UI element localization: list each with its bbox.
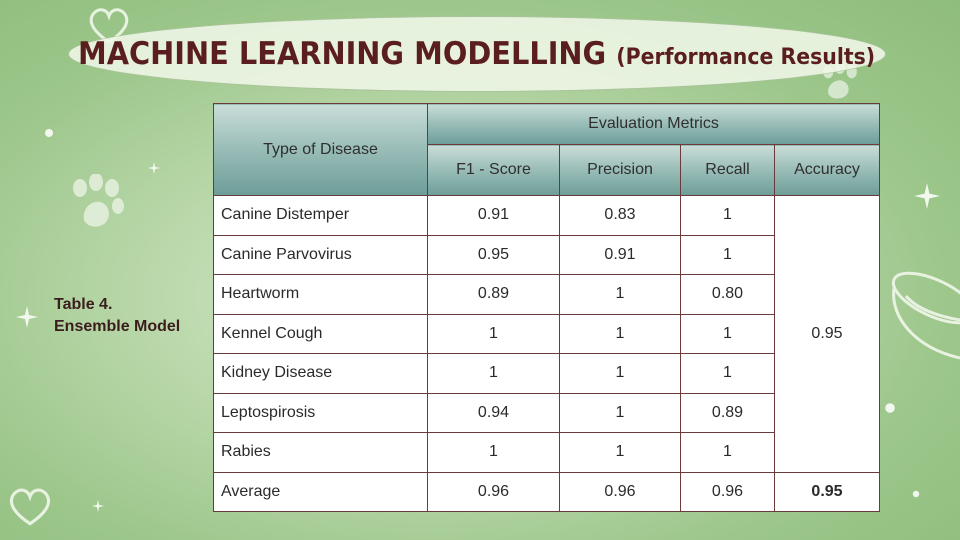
table-caption: Table 4. Ensemble Model [54, 294, 180, 338]
precision-value: 1 [559, 313, 681, 354]
sparkle-icon [92, 500, 104, 512]
heart-icon [9, 488, 51, 526]
table-caption-title: Ensemble Model [54, 318, 181, 335]
sparkle-icon [914, 183, 940, 209]
page-title-sub: (Performance Results) [616, 45, 876, 70]
precision-value: 1 [559, 432, 681, 473]
f1-value: 1 [427, 353, 560, 394]
recall-value: 0.80 [680, 274, 775, 315]
average-label: Average [213, 471, 428, 512]
sparkle-icon [912, 490, 920, 498]
table-row: Leptospirosis 0.94 1 0.89 [213, 392, 880, 433]
header-evaluation-metrics: Evaluation Metrics [427, 103, 880, 145]
table-subheader-row: F1 - Score Precision Recall Accuracy [214, 144, 880, 196]
table-row: Canine Distemper 0.91 0.83 1 0.95 [213, 195, 880, 473]
table-row: Kennel Cough 1 1 1 [213, 313, 880, 354]
paw-icon [73, 174, 124, 227]
precision-value: 1 [559, 353, 681, 394]
table-caption-number: Table 4. [54, 296, 113, 313]
f1-value: 0.89 [427, 274, 560, 315]
f1-value: 1 [427, 313, 560, 354]
table-row: Kidney Disease 1 1 1 [213, 353, 880, 394]
f1-value: 1 [427, 432, 560, 473]
recall-value: 1 [680, 432, 775, 473]
recall-value: 1 [680, 353, 775, 394]
recall-value: 0.89 [680, 392, 775, 433]
table-row-average: Average 0.96 0.96 0.96 0.95 [213, 471, 880, 512]
disease-name: Canine Distemper [213, 195, 428, 236]
header-precision: Precision [559, 144, 681, 196]
f1-value: 0.94 [427, 392, 560, 433]
heart-icon [89, 8, 129, 44]
recall-value: 1 [680, 234, 775, 275]
sparkle-icon [45, 129, 53, 137]
header-type-of-disease: Type of Disease [213, 103, 428, 196]
average-f1-value: 0.96 [427, 471, 560, 512]
table-header-row: Type of Disease Evaluation Metrics [213, 103, 880, 196]
recall-value: 1 [680, 313, 775, 354]
title-banner: MACHINE LEARNING MODELLING (Performance … [68, 16, 886, 92]
disease-name: Canine Parvovirus [213, 234, 428, 275]
average-accuracy-value: 0.95 [774, 471, 880, 512]
sparkle-icon [148, 162, 160, 174]
precision-value: 1 [559, 274, 681, 315]
disease-name: Leptospirosis [213, 392, 428, 433]
pet-bowl-icon [891, 271, 960, 360]
average-recall-value: 0.96 [680, 471, 775, 512]
header-accuracy: Accuracy [774, 144, 880, 196]
precision-value: 0.91 [559, 234, 681, 275]
results-table: Type of Disease Evaluation Metrics F1 - … [213, 103, 880, 512]
header-f1-score: F1 - Score [427, 144, 560, 196]
disease-name: Kennel Cough [213, 313, 428, 354]
precision-value: 1 [559, 392, 681, 433]
precision-value: 0.83 [559, 195, 681, 236]
header-recall: Recall [680, 144, 775, 196]
disease-name: Kidney Disease [213, 353, 428, 394]
accuracy-value: 0.95 [774, 195, 880, 473]
f1-value: 0.91 [427, 195, 560, 236]
sparkle-icon [885, 403, 895, 413]
average-precision-value: 0.96 [559, 471, 681, 512]
f1-value: 0.95 [427, 234, 560, 275]
page-title: MACHINE LEARNING MODELLING (Performance … [78, 36, 875, 72]
recall-value: 1 [680, 195, 775, 236]
sparkle-icon [16, 306, 38, 328]
disease-name: Heartworm [213, 274, 428, 315]
disease-name: Rabies [213, 432, 428, 473]
page-title-main: MACHINE LEARNING MODELLING [78, 36, 607, 72]
table-row: Heartworm 0.89 1 0.80 [213, 274, 880, 315]
